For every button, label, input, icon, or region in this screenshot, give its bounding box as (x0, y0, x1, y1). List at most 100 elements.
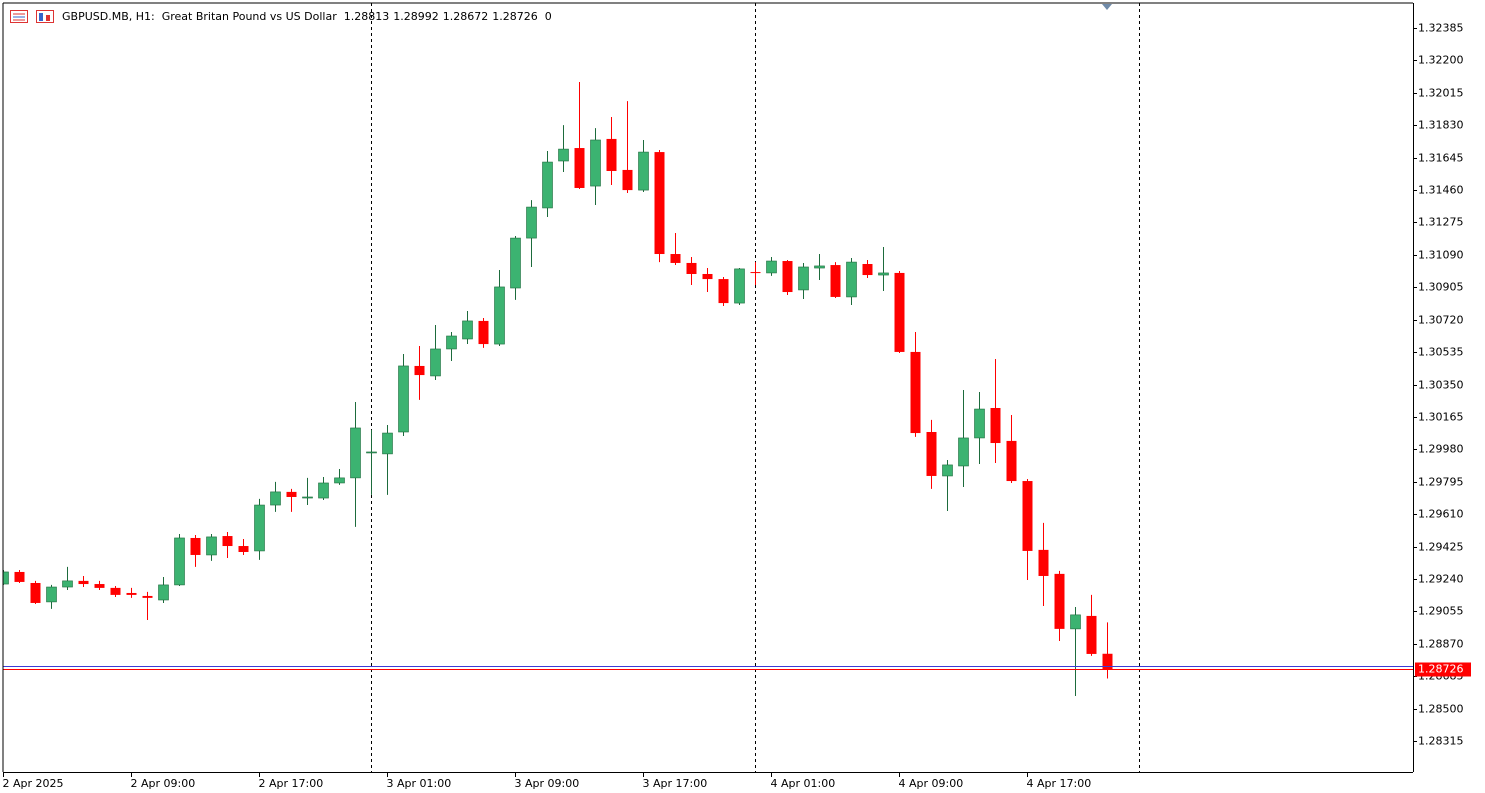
y-tick-label: 1.32015 (1418, 87, 1464, 100)
candle-body (814, 265, 825, 269)
x-tick-label: 3 Apr 01:00 (387, 777, 452, 790)
candle-body (110, 587, 121, 595)
x-tick-label: 2 Apr 2025 (3, 777, 64, 790)
x-tick-label: 4 Apr 09:00 (899, 777, 964, 790)
y-tick-label: 1.28500 (1418, 703, 1464, 716)
y-tick-label: 1.31830 (1418, 119, 1464, 132)
candle-body (302, 496, 313, 499)
y-tick-label: 1.30535 (1418, 346, 1464, 359)
candle-body (830, 265, 841, 297)
candle-body (158, 584, 169, 601)
candle-body (1038, 549, 1049, 576)
x-tick-label: 2 Apr 09:00 (131, 777, 196, 790)
candle-body (958, 437, 969, 467)
y-tick-label: 1.28870 (1418, 638, 1464, 651)
y-tick-label: 1.31460 (1418, 184, 1464, 197)
candle-body (670, 254, 681, 263)
candle-body (414, 365, 425, 376)
candle-body (942, 464, 953, 477)
candle-body (174, 537, 185, 586)
candle-body (1070, 614, 1081, 630)
candle-body (1054, 573, 1065, 629)
candle-body (46, 586, 57, 603)
candle-body (542, 161, 553, 209)
candle-body (894, 272, 905, 352)
candle-body (94, 584, 105, 588)
symbol: GBPUSD.MB, H1: (62, 10, 155, 23)
candle-body (1102, 653, 1113, 669)
candle-body (30, 582, 41, 603)
x-tick-label: 2 Apr 17:00 (259, 777, 324, 790)
y-tick-label: 1.29610 (1418, 508, 1464, 521)
candle-body (430, 348, 441, 377)
candle-body (990, 407, 1001, 444)
candle-body (206, 536, 217, 556)
header: GBPUSD.MB, H1: Great Britan Pound vs US D… (62, 10, 552, 23)
candle-body (782, 261, 793, 293)
header-low: 1.28672 (443, 10, 489, 23)
y-tick-label: 1.28315 (1418, 735, 1464, 748)
candle-body (718, 279, 729, 304)
candle-body (526, 206, 537, 239)
candle-body (654, 152, 665, 255)
x-tick-label: 4 Apr 17:00 (1027, 777, 1092, 790)
candle-body (318, 482, 329, 499)
candle-body (862, 264, 873, 276)
price-label: 1.28726 (1418, 663, 1464, 676)
candle-body (62, 580, 73, 588)
candle-body (78, 580, 89, 585)
candle-body (350, 427, 361, 479)
candle-body (638, 151, 649, 191)
candle-body (222, 536, 233, 547)
candle-body (574, 148, 585, 188)
y-tick-label: 1.32200 (1418, 54, 1464, 67)
icon-bar (46, 15, 50, 21)
candle-body (1022, 481, 1033, 551)
candle-body (686, 262, 697, 274)
candle-body (142, 595, 153, 598)
candle-body (878, 272, 889, 276)
y-tick-label: 1.30165 (1418, 411, 1464, 424)
candle-body (510, 237, 521, 289)
candle-body (126, 592, 137, 595)
y-tick-label: 1.32385 (1418, 22, 1464, 35)
description: Great Britan Pound vs US Dollar (162, 10, 337, 23)
candle-body (750, 272, 761, 274)
y-tick-label: 1.31090 (1418, 249, 1464, 262)
header-icons (10, 10, 54, 23)
header-extra: 0 (545, 10, 552, 23)
candle-body (446, 335, 457, 350)
header-high: 1.28992 (393, 10, 439, 23)
y-tick-label: 1.31275 (1418, 216, 1464, 229)
candle-body (334, 477, 345, 484)
y-tick-label: 1.31645 (1418, 152, 1464, 165)
candle-body (590, 139, 601, 187)
header-close: 1.28726 (492, 10, 538, 23)
candle-body (398, 365, 409, 433)
y-tick-label: 1.29055 (1418, 605, 1464, 618)
candle-body (606, 138, 617, 171)
icon-bar (39, 13, 43, 21)
x-tick-label: 3 Apr 17:00 (643, 777, 708, 790)
shift-marker (1102, 4, 1112, 10)
candle-body (382, 432, 393, 455)
candle-body (254, 504, 265, 552)
y-tick-label: 1.30905 (1418, 281, 1464, 294)
x-tick-label: 4 Apr 01:00 (771, 777, 836, 790)
y-tick-label: 1.30350 (1418, 379, 1464, 392)
price-label-box (1415, 662, 1471, 677)
candle-body (270, 491, 281, 506)
candle-body (238, 546, 249, 552)
candle-body (734, 268, 745, 304)
candle-body (1006, 440, 1017, 482)
candle-body (14, 571, 25, 582)
candle-body (622, 169, 633, 191)
candle-body (798, 266, 809, 291)
candle-body (974, 408, 985, 439)
candle-body (190, 537, 201, 555)
candle-body (478, 320, 489, 345)
candle-body (366, 451, 377, 454)
candle-body (286, 491, 297, 497)
